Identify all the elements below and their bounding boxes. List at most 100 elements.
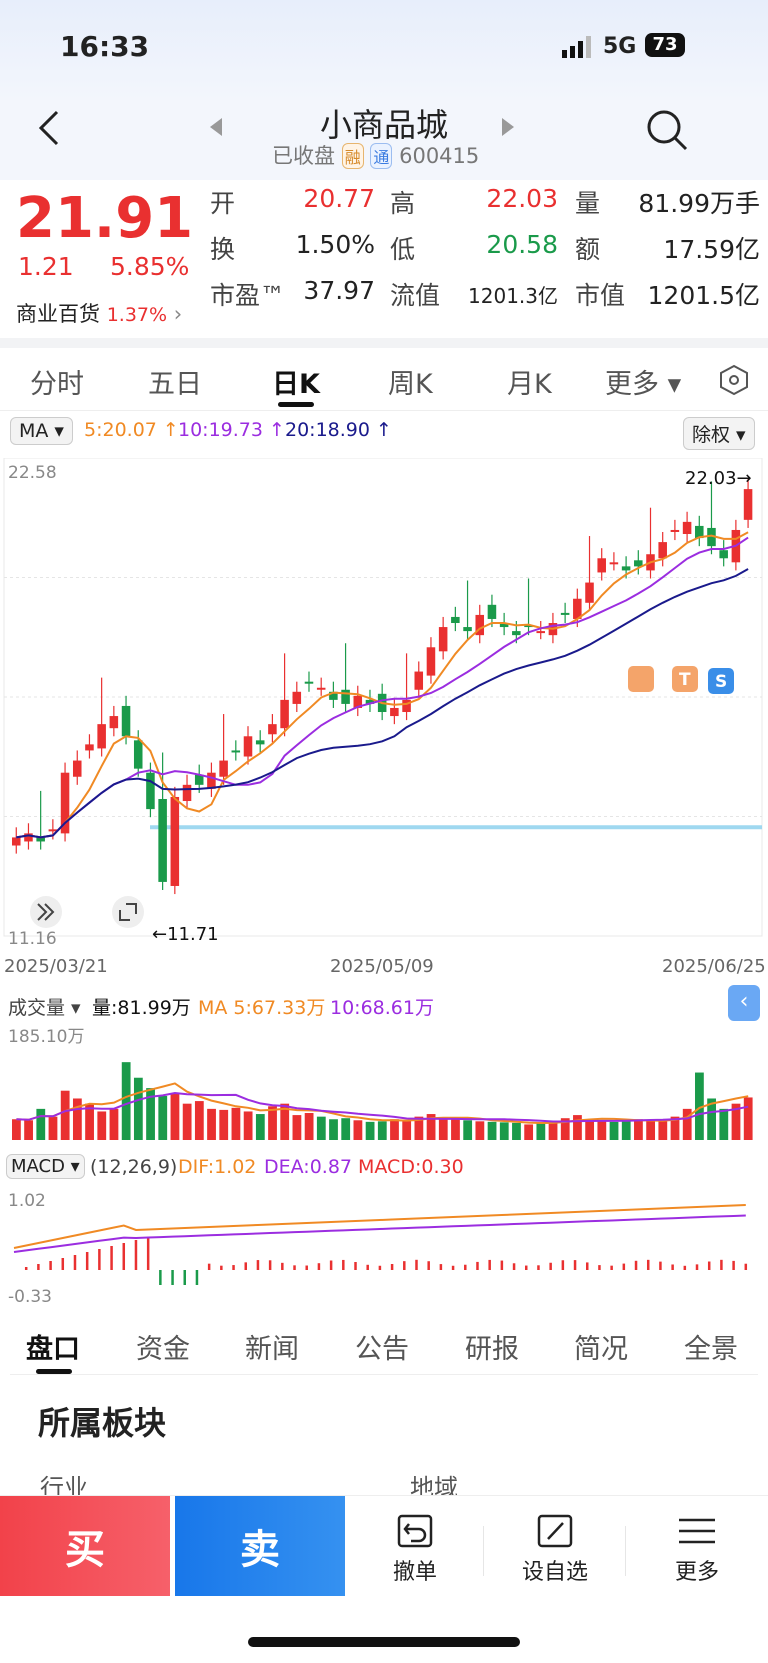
tab-more[interactable]: 更多 ▾ — [605, 369, 682, 400]
candle — [231, 750, 241, 753]
settings-hexagon-icon[interactable] — [718, 364, 750, 400]
volume-bar — [451, 1119, 460, 1140]
buy-button[interactable]: 买 — [0, 1496, 170, 1596]
candle — [341, 689, 350, 704]
volume-bar — [463, 1120, 473, 1140]
sector-link[interactable]: 商业百货 1.37% › — [16, 298, 182, 328]
ma-bar: MA ▾ 5:20.07 ↑ 10:19.73 ↑ 20:18.90 ↑ 除权 … — [0, 413, 768, 453]
margin-badge: 融 — [341, 143, 364, 169]
volume-bar — [48, 1116, 58, 1140]
volume-bar — [695, 1072, 704, 1140]
sector-pct: 1.37% — [106, 304, 168, 326]
tab-monthly-k[interactable]: 月K — [507, 369, 552, 400]
tab-daily-k[interactable]: 日K — [272, 369, 320, 400]
more-actions-button[interactable]: 更多 — [632, 1506, 762, 1586]
volume-bar — [512, 1122, 521, 1140]
volume-bar — [146, 1088, 155, 1140]
volume-bar — [646, 1120, 656, 1140]
home-indicator — [248, 1637, 520, 1647]
candle — [682, 521, 692, 535]
candle — [121, 705, 131, 737]
cancel-order-button[interactable]: 撤单 — [350, 1506, 480, 1586]
candle — [414, 671, 424, 690]
volume-ma10-line — [16, 1091, 749, 1123]
candle — [390, 707, 399, 717]
tab-announcements[interactable]: 公告 — [355, 1334, 409, 1365]
tab-funds[interactable]: 资金 — [136, 1334, 190, 1365]
macd-dea: DEA:0.87 — [264, 1156, 353, 1178]
volume-bar — [170, 1093, 180, 1140]
candle — [243, 736, 253, 757]
back-icon[interactable] — [35, 108, 65, 152]
label-pe: 市盈™ — [210, 281, 286, 310]
search-icon[interactable] — [645, 108, 689, 156]
candle — [36, 837, 45, 842]
candle — [353, 695, 363, 708]
divider — [0, 338, 768, 348]
macd-ymax-label: 1.02 — [8, 1191, 46, 1211]
info-tabs: 盘口 资金 新闻 公告 研报 简况 全景 — [0, 1315, 768, 1375]
value-open: 20.77 — [303, 184, 375, 213]
tab-five-day[interactable]: 五日 — [148, 369, 202, 400]
volume-bar — [414, 1116, 424, 1140]
candle — [670, 529, 680, 532]
candle — [536, 631, 545, 634]
candle — [207, 772, 216, 789]
candle — [512, 631, 521, 636]
volume-bar — [536, 1123, 546, 1140]
value-high: 22.03 — [486, 184, 558, 213]
prev-stock-icon[interactable] — [210, 118, 224, 140]
candle — [560, 612, 570, 615]
volume-bar — [560, 1118, 570, 1140]
candle — [304, 681, 314, 684]
ma20-value: 20:18.90 ↑ — [285, 419, 392, 441]
action-bar: 买 卖 撤单 设自选 更多 — [0, 1495, 768, 1596]
volume-chart: 185.10万 — [8, 1027, 753, 1140]
volume-bar — [438, 1118, 448, 1140]
volume-bar — [72, 1098, 82, 1140]
indicator-selector[interactable]: MA ▾ — [10, 417, 73, 445]
battery-level: 73 — [652, 34, 678, 55]
volume-bar — [731, 1103, 741, 1140]
status-bar: 16:33 5G 73 — [0, 0, 768, 100]
next-stock-icon[interactable] — [500, 118, 514, 140]
tab-weekly-k[interactable]: 周K — [388, 369, 433, 400]
volume-bar — [158, 1095, 168, 1140]
page-title: 小商品城 — [319, 106, 448, 144]
volume-bar — [12, 1119, 21, 1140]
add-watchlist-button[interactable]: 设自选 — [490, 1506, 620, 1586]
tab-overview[interactable]: 全景 — [684, 1334, 738, 1365]
tab-news[interactable]: 新闻 — [245, 1334, 299, 1365]
value-volume: 81.99万手 — [638, 189, 760, 218]
value-float-cap: 1201.3亿 — [468, 284, 558, 308]
tab-intraday[interactable]: 分时 — [30, 369, 84, 400]
candle — [438, 627, 448, 652]
adjust-selector[interactable]: 除权 ▾ — [683, 417, 755, 450]
volume-header: 成交量 ▾ 量:81.99万 MA 5:67.33万 10:68.61万 ‹ — [0, 985, 768, 1021]
divider — [483, 1526, 484, 1576]
tab-profile[interactable]: 简况 — [574, 1334, 628, 1365]
candle — [426, 647, 436, 676]
volume-bar — [304, 1113, 314, 1140]
volume-bars — [12, 1062, 753, 1140]
volume-bar — [341, 1118, 351, 1140]
candle — [719, 550, 728, 559]
macd-params: (12,26,9) — [90, 1156, 178, 1178]
collapse-panel-icon[interactable]: ‹ — [728, 985, 760, 1021]
tab-orderbook[interactable]: 盘口 — [26, 1334, 80, 1365]
volume-bar — [365, 1121, 375, 1140]
candle — [316, 687, 326, 690]
volume-bar — [316, 1116, 326, 1140]
candle — [280, 699, 289, 729]
tab-research[interactable]: 研报 — [465, 1334, 519, 1365]
macd-selector[interactable]: MACD ▾ — [6, 1154, 85, 1179]
candle — [487, 604, 497, 619]
volume-bar — [243, 1111, 253, 1140]
volume-selector[interactable]: 成交量 ▾ — [8, 997, 81, 1019]
volume-bar — [621, 1120, 631, 1140]
candle — [597, 558, 606, 573]
volume-ma5: MA 5:67.33万 — [198, 997, 326, 1019]
sell-button[interactable]: 卖 — [175, 1496, 345, 1596]
market-state: 已收盘 — [272, 144, 335, 168]
